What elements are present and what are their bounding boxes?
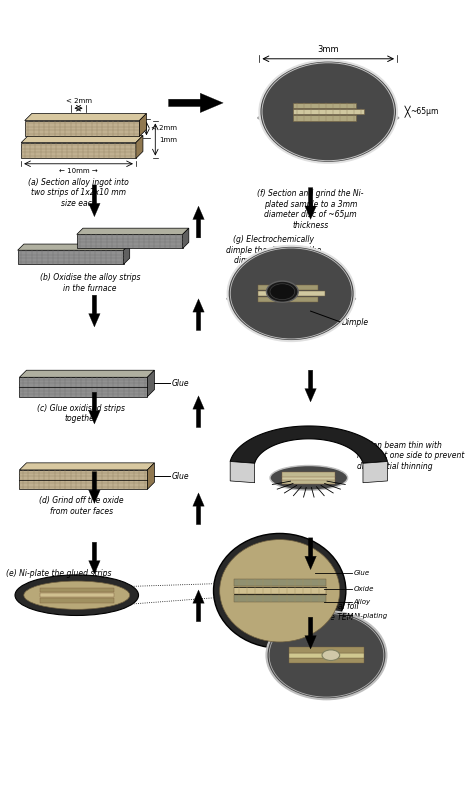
Polygon shape (89, 185, 100, 217)
Text: Ni-plating: Ni-plating (354, 612, 388, 619)
Polygon shape (305, 370, 316, 402)
Polygon shape (193, 590, 204, 622)
Bar (25, 121, 139, 136)
Text: ← 10mm →: ← 10mm → (59, 168, 98, 174)
Ellipse shape (262, 63, 394, 161)
Text: (c) Glue oxidised strips
together: (c) Glue oxidised strips together (37, 403, 125, 423)
Bar (234, 587, 326, 594)
Ellipse shape (269, 613, 384, 697)
Ellipse shape (258, 113, 399, 123)
Bar (290, 647, 364, 652)
Polygon shape (147, 463, 155, 489)
Text: 3mm: 3mm (318, 46, 339, 54)
Text: Oxide: Oxide (354, 586, 374, 592)
Text: < 2mm: < 2mm (151, 125, 177, 132)
Ellipse shape (322, 650, 340, 660)
Polygon shape (193, 396, 204, 428)
Text: ~65μm: ~65μm (410, 107, 438, 116)
Bar (40, 588, 114, 592)
Polygon shape (193, 492, 204, 525)
Polygon shape (230, 462, 255, 483)
Polygon shape (19, 370, 155, 377)
Ellipse shape (266, 281, 298, 303)
Ellipse shape (270, 466, 347, 490)
Text: (b) Oxidise the alloy strips
in the furnace: (b) Oxidise the alloy strips in the furn… (40, 273, 140, 292)
Ellipse shape (230, 248, 352, 339)
Bar (40, 598, 114, 603)
Bar (19, 377, 147, 396)
Polygon shape (230, 426, 387, 463)
Text: Alloy: Alloy (354, 599, 371, 605)
Text: Glue: Glue (172, 471, 190, 481)
Polygon shape (305, 617, 316, 649)
Text: (f) Section and grind the Ni-
plated sample to a 3mm
diameter disc of ~65μm
thic: (f) Section and grind the Ni- plated sam… (257, 189, 364, 229)
Bar (293, 115, 356, 121)
Polygon shape (19, 463, 155, 470)
Text: (d) Grind off the oxide
from outer faces: (d) Grind off the oxide from outer faces (39, 496, 124, 516)
Text: Glue: Glue (172, 379, 190, 388)
Text: (e) Ni-plate the glued strips: (e) Ni-plate the glued strips (6, 569, 112, 578)
Polygon shape (124, 244, 130, 264)
Polygon shape (182, 229, 189, 248)
Ellipse shape (270, 284, 295, 299)
Bar (283, 479, 335, 484)
Bar (234, 579, 326, 586)
Text: Dimple: Dimple (341, 318, 369, 327)
Ellipse shape (213, 533, 346, 648)
Polygon shape (136, 136, 143, 158)
Polygon shape (139, 113, 146, 136)
Bar (290, 658, 364, 663)
Polygon shape (305, 538, 316, 570)
Bar (258, 284, 318, 290)
Bar (19, 470, 147, 489)
Polygon shape (193, 299, 204, 330)
Text: (i) Cross-sectional foil
as used in the TEM: (i) Cross-sectional foil as used in the … (276, 602, 359, 622)
Text: Glue: Glue (354, 571, 370, 576)
Bar (258, 291, 325, 296)
Ellipse shape (266, 611, 386, 699)
Ellipse shape (24, 581, 130, 609)
Polygon shape (18, 244, 130, 251)
Ellipse shape (228, 246, 355, 341)
Bar (21, 143, 136, 158)
Polygon shape (193, 206, 204, 238)
Bar (293, 109, 364, 114)
Bar (77, 234, 182, 248)
Text: 1mm: 1mm (159, 136, 177, 143)
Ellipse shape (219, 540, 340, 642)
Text: (g) Electrochemically
dimple the disc (with the
dimple off-centered): (g) Electrochemically dimple the disc (w… (226, 236, 321, 265)
Polygon shape (147, 370, 155, 396)
Polygon shape (169, 93, 223, 113)
Polygon shape (89, 542, 100, 574)
Polygon shape (21, 136, 143, 143)
Polygon shape (77, 229, 189, 234)
Polygon shape (25, 113, 146, 121)
Ellipse shape (15, 575, 138, 615)
Polygon shape (89, 392, 100, 424)
Text: (a) Section alloy ingot into
two strips of 1x2x10 mm
size each: (a) Section alloy ingot into two strips … (28, 178, 129, 208)
Bar (258, 297, 318, 303)
Ellipse shape (227, 293, 356, 304)
Polygon shape (89, 472, 100, 504)
Bar (40, 593, 114, 597)
Bar (283, 472, 335, 477)
Polygon shape (305, 188, 316, 219)
Text: < 2mm: < 2mm (65, 98, 91, 104)
Polygon shape (363, 462, 387, 483)
Text: (h) Ion beam thin with
mask at one side to prevent
differential thinning: (h) Ion beam thin with mask at one side … (357, 440, 465, 470)
Ellipse shape (259, 61, 397, 163)
Bar (18, 251, 124, 264)
Bar (234, 595, 326, 602)
Polygon shape (89, 296, 100, 327)
Bar (283, 476, 335, 480)
Bar (290, 652, 364, 658)
Bar (293, 103, 356, 108)
